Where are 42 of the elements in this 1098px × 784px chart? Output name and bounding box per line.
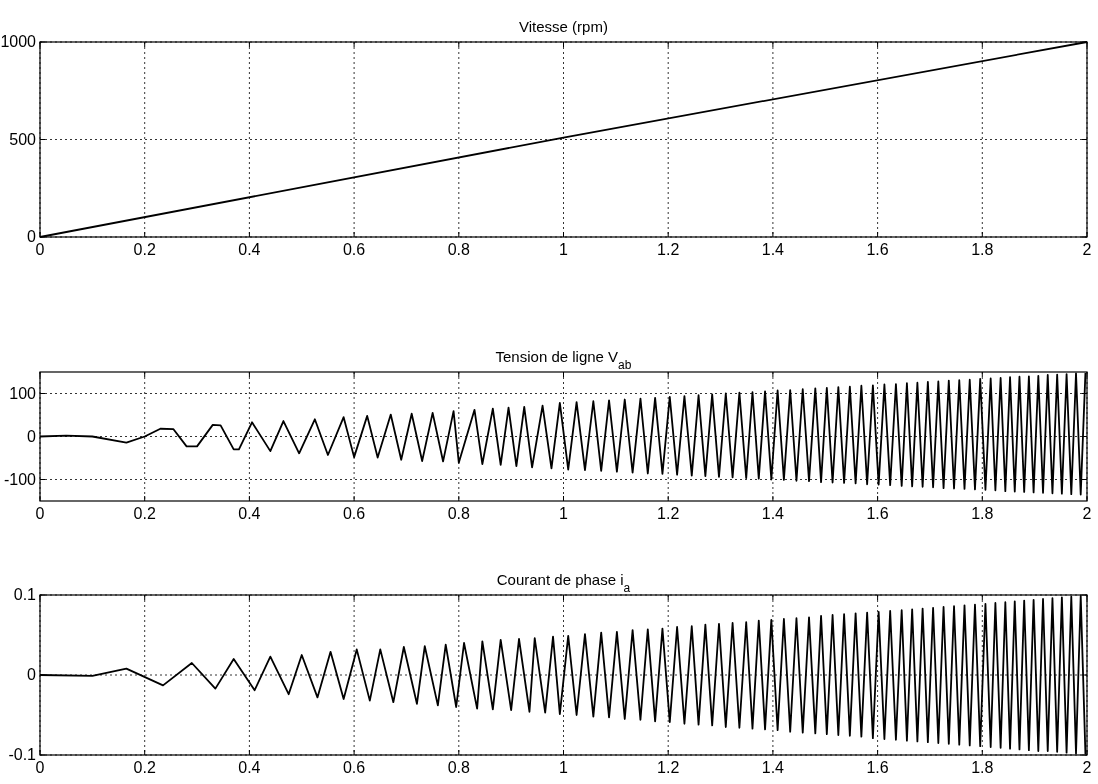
- x-tick-label: 2: [1082, 759, 1092, 776]
- x-tick-label: 1.4: [761, 505, 785, 522]
- y-tick-label: 0.1: [13, 586, 37, 603]
- x-tick-label: 0.6: [342, 759, 366, 776]
- x-tick-label: 1.6: [866, 505, 889, 522]
- chart-title: Tension de ligne V$_{ab}$: [495, 348, 632, 372]
- x-tick-label: 1: [559, 759, 569, 776]
- x-tick-label: 0.2: [133, 505, 156, 522]
- y-tick-label: 1000: [0, 33, 37, 50]
- x-tick-label: 1.2: [657, 759, 680, 776]
- x-tick-label: 1.4: [761, 759, 785, 776]
- x-tick-label: 1.4: [761, 241, 785, 258]
- x-tick-label: 0.6: [342, 241, 366, 258]
- y-tick-label: 0: [27, 427, 37, 445]
- x-tick-label: 0.4: [238, 759, 261, 776]
- chart-title: Courant de phase i$_{a}$: [496, 571, 631, 595]
- y-tick-label: 0: [27, 228, 37, 245]
- y-tick-label: 100: [9, 384, 37, 402]
- x-tick-label: 1: [559, 241, 569, 258]
- x-tick-label: 0.8: [447, 241, 471, 258]
- y-tick-label: -100: [3, 470, 37, 488]
- x-tick-label: 1.6: [866, 241, 889, 258]
- x-tick-label: 1.8: [971, 505, 994, 522]
- x-tick-label: 2: [1082, 505, 1092, 522]
- x-tick-label: 1.8: [971, 241, 994, 258]
- x-tick-label: 0.8: [447, 759, 471, 776]
- x-tick-label: 0.4: [238, 505, 261, 522]
- chart-title: Vitesse (rpm): [519, 18, 608, 35]
- y-tick-label: 0: [27, 666, 37, 683]
- x-tick-label: 0.2: [133, 241, 156, 258]
- x-tick-label: 1.2: [657, 241, 680, 258]
- x-tick-label: 1.6: [866, 759, 889, 776]
- x-tick-label: 0.6: [342, 505, 366, 522]
- y-tick-label: -0.1: [8, 746, 37, 763]
- x-tick-label: 1: [559, 505, 569, 522]
- x-tick-label: 1.2: [657, 505, 680, 522]
- x-tick-label: 2: [1082, 241, 1092, 258]
- x-tick-label: 0.8: [447, 505, 471, 522]
- x-tick-label: 1.8: [971, 759, 994, 776]
- x-tick-label: 0.4: [238, 241, 261, 258]
- x-tick-label: 0.2: [133, 759, 156, 776]
- y-tick-label: 500: [9, 130, 37, 148]
